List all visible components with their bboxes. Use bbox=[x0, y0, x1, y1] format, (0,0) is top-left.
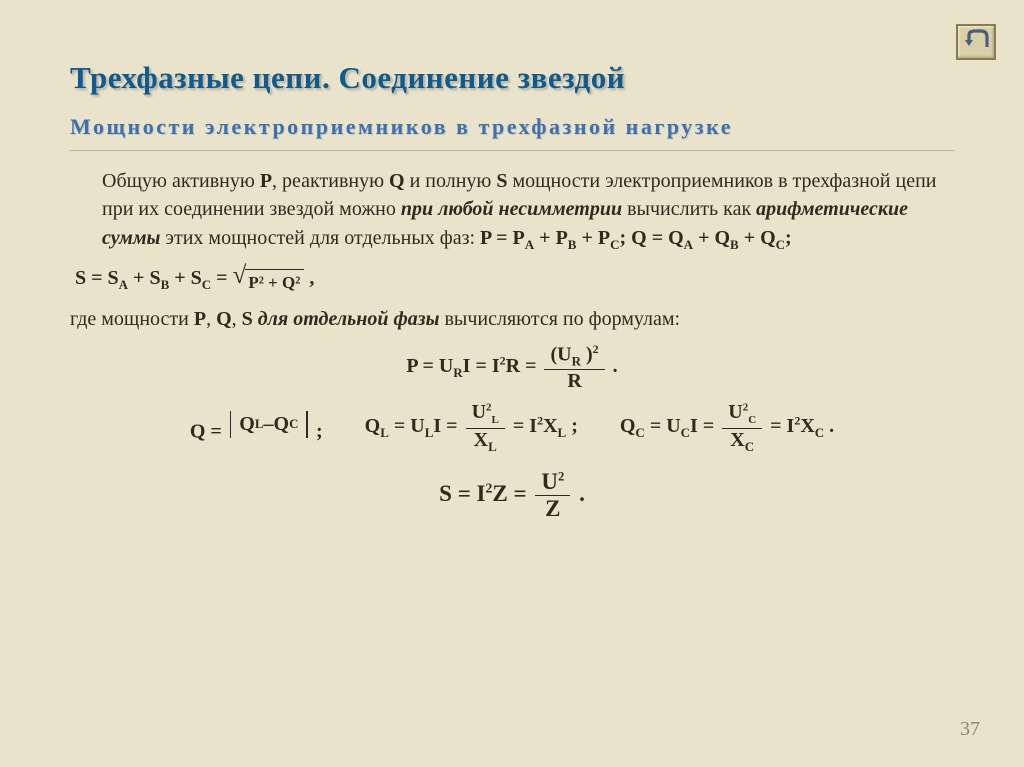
formula-block: P = URI = I2R = (UR )2 R . Q = QL – QC ;… bbox=[70, 343, 954, 521]
formula-S: S = I2Z = U2 Z . bbox=[70, 470, 954, 521]
formula-P: P = URI = I2R = (UR )2 R . bbox=[70, 343, 954, 392]
slide-title: Трехфазные цепи. Соединение звездой bbox=[70, 60, 954, 96]
u-turn-arrow-icon bbox=[963, 29, 989, 56]
formula-Q: Q = QL – QC ; QL = ULI = U2L XL = I2XL ;… bbox=[70, 402, 954, 453]
slide-subtitle: Мощности электроприемников в трехфазной … bbox=[70, 114, 954, 140]
body-text: Общую активную P, реактивную Q и полную … bbox=[70, 167, 954, 521]
title-divider bbox=[70, 150, 954, 151]
sqrt-expr: √P² + Q² bbox=[233, 265, 305, 295]
page-number: 37 bbox=[960, 718, 980, 741]
back-nav-button[interactable] bbox=[956, 24, 996, 60]
